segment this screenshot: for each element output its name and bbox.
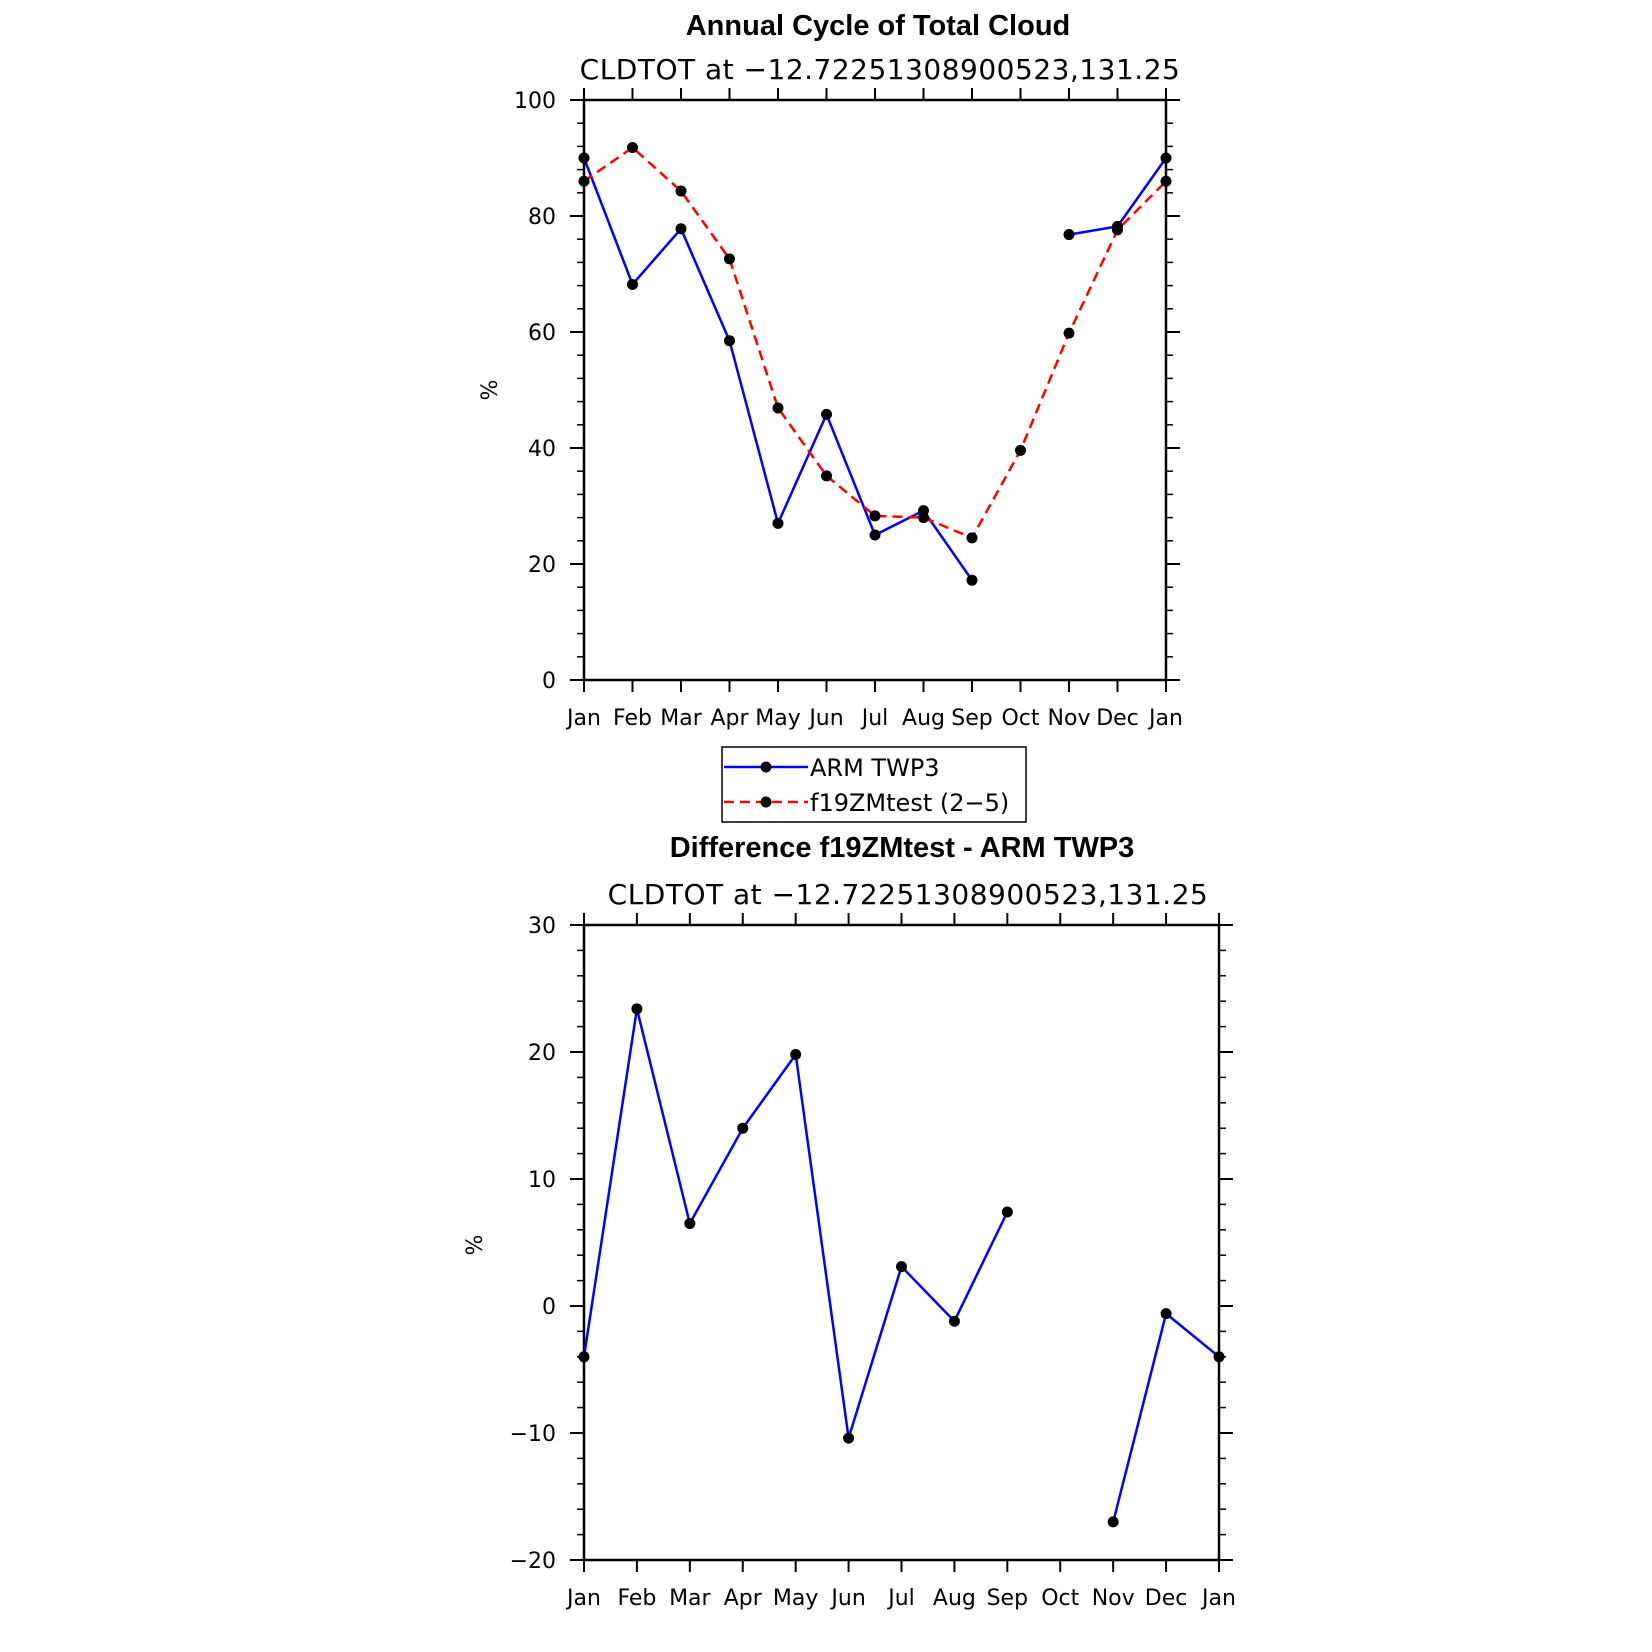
chart1-xtick-label: Feb [613, 706, 652, 731]
chart2-series-1-point [737, 1122, 749, 1134]
chart2-xtick-label: May [773, 1586, 818, 1611]
chart2-title: Difference f19ZMtest - ARM TWP3 [670, 832, 1135, 864]
chart2-series-1-point [843, 1432, 855, 1444]
plot-difference: Jan Feb Mar Apr May Jun Jul Aug Sep Oct Nov Dec Jan−… [510, 913, 1236, 1611]
chart1-series-1-point [869, 529, 881, 541]
chart2-series-1-line [1111, 1312, 1220, 1523]
chart2-series-1-point [1107, 1516, 1119, 1528]
chart2-series-1-point [631, 1003, 643, 1015]
chart2-xtick-label: Oct [1041, 1586, 1079, 1611]
chart2-ytick-label: −10 [510, 1422, 556, 1447]
chart1-series-1-point [966, 574, 978, 586]
chart1-series-1-point [1160, 152, 1172, 164]
chart2-ytick-label: 30 [528, 914, 556, 939]
chart2-series-1-line [582, 1007, 1009, 1440]
chart1-xtick-label: Jul [860, 706, 889, 731]
legend-box [721, 746, 1027, 823]
chart1-series-1-point [1063, 229, 1075, 241]
chart2-series-1-point [1213, 1351, 1225, 1363]
chart1-xtick-label: Dec [1096, 706, 1139, 731]
chart2-xtick-label: Nov [1092, 1586, 1135, 1611]
chart1-xtick-label: Oct [1001, 706, 1039, 731]
chart1-xtick-label: Sep [951, 706, 992, 731]
chart2-xtick-label: Aug [933, 1586, 976, 1611]
chart1-xtick-label: Nov [1048, 706, 1091, 731]
chart1-ytick-label: 0 [542, 669, 556, 694]
chart1-series-2-point [1015, 444, 1026, 456]
chart1-ytick-label: 20 [528, 553, 556, 578]
chart2-xtick-label: Sep [987, 1586, 1028, 1611]
chart1-xtick-label: Apr [710, 706, 749, 731]
chart2-series-1-point [790, 1049, 802, 1061]
chart1-series-2-point [627, 142, 638, 154]
chart2-ytick-label: 10 [528, 1168, 556, 1193]
chart2-xtick-label: Feb [617, 1586, 656, 1611]
plot-annual-cycle: Jan Feb Mar Apr May Jun Jul Aug Sep Oct Nov Dec Jan 0… [514, 88, 1183, 731]
chart2-series-1-point [896, 1261, 907, 1273]
chart1-series-2-point [1112, 224, 1123, 236]
chart2-xtick-label: Jan [1200, 1586, 1236, 1611]
chart1-series-2-point [724, 253, 735, 265]
chart2-xtick-label: Apr [724, 1586, 763, 1611]
legend-label-arm: ARM TWP3 [810, 754, 940, 782]
chart1-xtick-label: Jan [1147, 706, 1183, 731]
chart2-plot-frame [582, 923, 1221, 1562]
chart1-series-1-point [772, 517, 784, 529]
chart2-series-1-point [948, 1315, 960, 1327]
chart1-series-1-point [821, 408, 832, 420]
chart2-ytick-label: 0 [542, 1295, 556, 1320]
chart2-ytick-label: 20 [528, 1041, 556, 1066]
chart1-title: Annual Cycle of Total Cloud [686, 10, 1071, 42]
chart2-series-1-point [1160, 1308, 1172, 1320]
chart1-xtick-label: May [755, 706, 800, 731]
chart2-series-1-point [684, 1217, 696, 1229]
chart1-series-2-point [918, 512, 929, 524]
chart1-series-2-point [675, 185, 687, 197]
chart1-ytick-label: 40 [528, 437, 556, 462]
chart1-series-2-point [821, 470, 832, 482]
chart1-ytick-label: 100 [514, 89, 556, 114]
chart1-xtick-label: Jun [807, 706, 843, 731]
chart2-xtick-label: Jan [565, 1586, 601, 1611]
chart1-series-1-point [578, 152, 590, 164]
chart1-series-2-point [869, 510, 881, 522]
chart1-series-2-point [1160, 175, 1172, 187]
chart1-series-2-point [578, 175, 590, 187]
chart2-ytick-label: −20 [510, 1549, 556, 1574]
legend: ARM TWP3 f19ZMtest (2−5) [721, 746, 1027, 823]
chart1-ytick-label: 60 [528, 321, 556, 346]
chart2-series-1-point [1001, 1206, 1013, 1218]
chart1-xtick-label: Mar [660, 706, 702, 731]
chart1-xtick-label: Jan [565, 706, 601, 731]
chart1-series-1-point [724, 335, 735, 347]
chart1-subtitle: CLDTOT at −12.72251308900523,131.25 [580, 53, 1181, 86]
chart1-series-1-point [627, 278, 638, 290]
legend-marker-model [760, 796, 772, 808]
chart2-subtitle: CLDTOT at −12.72251308900523,131.25 [608, 878, 1209, 911]
chart2-series-1-point [578, 1351, 590, 1363]
legend-label-model: f19ZMtest (2−5) [810, 789, 1009, 817]
chart1-series-1-point [675, 223, 687, 235]
chart1-series-2-point [966, 532, 978, 544]
chart1-series-2-line [583, 146, 1167, 540]
chart1-series-2-point [1063, 327, 1075, 339]
chart2-ylabel: % [463, 1235, 488, 1256]
chart1-ylabel: % [478, 380, 503, 401]
chart1-ytick-label: 80 [528, 205, 556, 230]
chart2-xtick-label: Mar [669, 1586, 711, 1611]
legend-marker-arm [760, 761, 772, 773]
chart1-plot-frame [582, 98, 1168, 682]
chart1-series-2-point [772, 402, 784, 414]
chart1-xtick-label: Aug [902, 706, 945, 731]
chart2-xtick-label: Jun [829, 1586, 865, 1611]
chart2-xtick-label: Jul [886, 1586, 915, 1611]
chart2-xtick-label: Dec [1145, 1586, 1188, 1611]
